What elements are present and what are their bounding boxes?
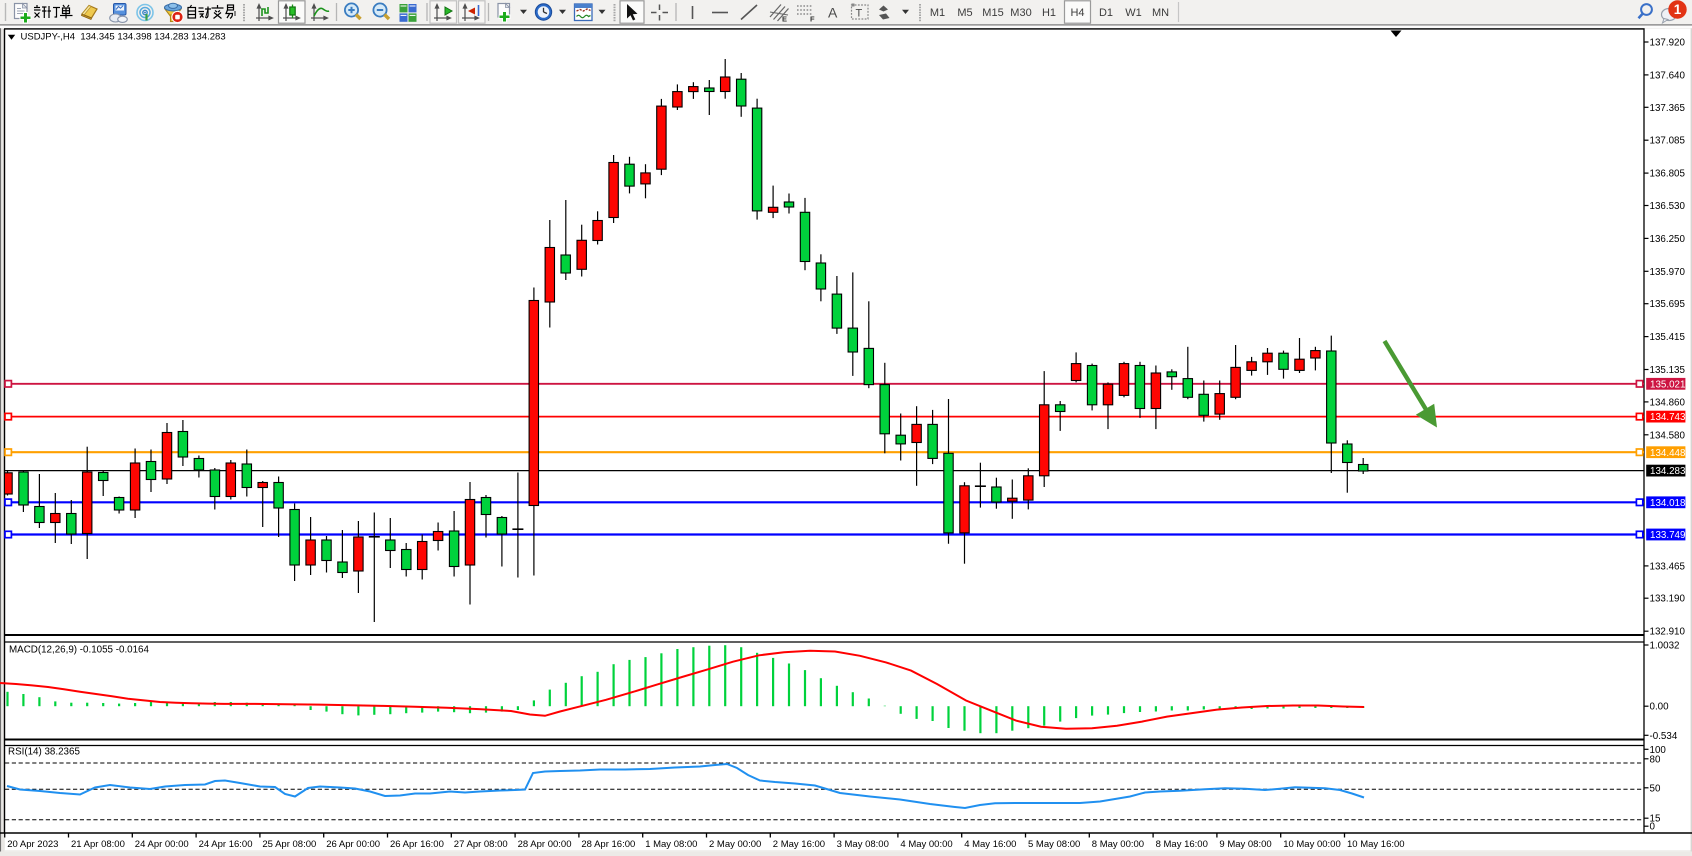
- svg-text:134.283: 134.283: [1650, 466, 1686, 477]
- svg-text:1 May 08:00: 1 May 08:00: [645, 839, 697, 850]
- svg-text:80: 80: [1650, 754, 1661, 765]
- svg-text:D1: D1: [1099, 7, 1113, 19]
- svg-text:134.743: 134.743: [1650, 412, 1686, 423]
- svg-text:134.580: 134.580: [1650, 430, 1686, 441]
- svg-text:F: F: [810, 15, 815, 24]
- svg-text:10 May 16:00: 10 May 16:00: [1347, 839, 1405, 850]
- svg-text:4 May 16:00: 4 May 16:00: [964, 839, 1016, 850]
- svg-text:25 Apr 08:00: 25 Apr 08:00: [262, 839, 316, 850]
- svg-text:USDJPY-,H4 134.345 134.398 13: USDJPY-,H4 134.345 134.398 134.283 134.2…: [21, 32, 226, 43]
- svg-text:1.0032: 1.0032: [1650, 641, 1680, 652]
- svg-text:10 May 00:00: 10 May 00:00: [1283, 839, 1341, 850]
- svg-text:15: 15: [1650, 814, 1661, 825]
- svg-text:24 Apr 16:00: 24 Apr 16:00: [199, 839, 253, 850]
- svg-text:28 Apr 16:00: 28 Apr 16:00: [581, 839, 635, 850]
- svg-text:136.250: 136.250: [1650, 234, 1686, 245]
- svg-text:134.448: 134.448: [1650, 448, 1686, 459]
- svg-text:1: 1: [1674, 2, 1682, 17]
- svg-text:27 Apr 08:00: 27 Apr 08:00: [454, 839, 508, 850]
- svg-text:100: 100: [1650, 745, 1667, 756]
- svg-text:RSI(14) 38.2365: RSI(14) 38.2365: [8, 747, 80, 758]
- svg-text:M1: M1: [930, 7, 945, 19]
- svg-text:134.018: 134.018: [1650, 498, 1686, 509]
- svg-text:2 May 00:00: 2 May 00:00: [709, 839, 761, 850]
- svg-text:H1: H1: [1042, 7, 1056, 19]
- svg-text:135.021: 135.021: [1650, 379, 1685, 390]
- svg-text:137.640: 137.640: [1650, 70, 1686, 81]
- svg-text:5 May 08:00: 5 May 08:00: [1028, 839, 1080, 850]
- svg-text:26 Apr 16:00: 26 Apr 16:00: [390, 839, 444, 850]
- svg-text:M5: M5: [957, 7, 972, 19]
- svg-text:134.860: 134.860: [1650, 397, 1686, 408]
- svg-text:28 Apr 00:00: 28 Apr 00:00: [518, 839, 572, 850]
- svg-text:8 May 00:00: 8 May 00:00: [1092, 839, 1144, 850]
- svg-text:135.695: 135.695: [1650, 299, 1686, 310]
- svg-text:135.970: 135.970: [1650, 267, 1686, 278]
- svg-text:2 May 16:00: 2 May 16:00: [773, 839, 825, 850]
- svg-text:135.415: 135.415: [1650, 332, 1686, 343]
- svg-text:W1: W1: [1125, 7, 1142, 19]
- svg-text:137.920: 137.920: [1650, 38, 1686, 49]
- svg-text:132.910: 132.910: [1650, 627, 1686, 638]
- svg-text:133.190: 133.190: [1650, 594, 1686, 605]
- svg-text:26 Apr 00:00: 26 Apr 00:00: [326, 839, 380, 850]
- svg-text:135.135: 135.135: [1650, 365, 1686, 376]
- svg-text:21 Apr 08:00: 21 Apr 08:00: [71, 839, 125, 850]
- svg-text:M15: M15: [982, 7, 1003, 19]
- svg-text:E: E: [782, 15, 787, 24]
- svg-text:-0.534: -0.534: [1650, 731, 1678, 742]
- svg-text:3 May 08:00: 3 May 08:00: [837, 839, 889, 850]
- svg-text:4 May 00:00: 4 May 00:00: [900, 839, 952, 850]
- svg-text:T: T: [856, 8, 863, 20]
- svg-text:137.365: 137.365: [1650, 103, 1686, 114]
- svg-text:136.530: 136.530: [1650, 201, 1686, 212]
- svg-text:MN: MN: [1152, 7, 1169, 19]
- svg-text:H4: H4: [1070, 7, 1084, 19]
- svg-text:M30: M30: [1010, 7, 1031, 19]
- svg-text:0: 0: [1650, 822, 1656, 833]
- svg-text:20 Apr 2023: 20 Apr 2023: [7, 839, 58, 850]
- svg-text:137.085: 137.085: [1650, 136, 1686, 147]
- svg-text:133.465: 133.465: [1650, 561, 1686, 572]
- svg-text:50: 50: [1650, 783, 1661, 794]
- svg-text:0.00: 0.00: [1650, 702, 1670, 713]
- svg-text:8 May 16:00: 8 May 16:00: [1156, 839, 1208, 850]
- svg-text:133.749: 133.749: [1650, 530, 1685, 541]
- svg-text:24 Apr 00:00: 24 Apr 00:00: [135, 839, 189, 850]
- svg-text:136.805: 136.805: [1650, 169, 1686, 180]
- svg-text:MACD(12,26,9) -0.1055 -0.0164: MACD(12,26,9) -0.1055 -0.0164: [9, 645, 150, 656]
- svg-text:A: A: [828, 5, 838, 21]
- svg-text:9 May 08:00: 9 May 08:00: [1219, 839, 1271, 850]
